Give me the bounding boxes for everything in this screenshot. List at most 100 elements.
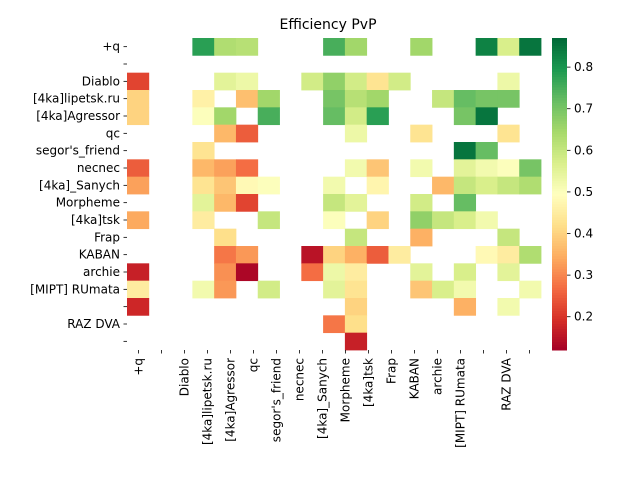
heatmap-cell [344,72,368,91]
heatmap-cell [453,298,477,316]
heatmap-cell [432,176,455,195]
colorbar-segment [552,168,567,172]
heatmap-cell [344,263,368,282]
colorbar-segment [552,157,567,161]
x-tick-label: [MIPT] RUmata [454,358,468,448]
colorbar-segment [552,269,567,273]
colorbar-segment [552,186,567,190]
heatmap-cell [410,228,433,247]
colorbar-segment [552,126,567,130]
colorbar-segment [552,318,567,322]
heatmap-cell [497,38,520,56]
heatmap-cell [323,315,346,334]
colorbar-segment [552,100,567,104]
heatmap-cell [366,107,389,126]
heatmap-cell [235,72,259,91]
heatmap-cell [127,263,150,282]
colorbar-segment [552,191,567,195]
heatmap-cell [366,72,389,91]
heatmap-cell [344,228,368,247]
colorbar-segment [552,272,567,276]
x-tick-label: [4ka]tsk [362,358,376,407]
colorbar-segment [552,274,567,278]
x-tick-label: qc [247,358,261,372]
heatmap-cell [519,159,542,178]
x-tick-label: KABAN [408,358,422,399]
heatmap-cell [519,280,542,299]
heatmap-cell [344,124,368,143]
heatmap-cell [453,280,477,299]
heatmap-cell [475,246,498,264]
colorbar-segment [552,201,567,205]
heatmap-cell [475,159,498,178]
colorbar-segment [552,181,567,185]
heatmap-cell [323,90,346,108]
x-tick-label: [4ka]lipetsk.ru [201,358,215,445]
colorbar-segment [552,214,567,218]
colorbar-segment [552,155,567,159]
colorbar-tick-label: 0.7 [574,102,593,116]
colorbar-segment [552,287,567,291]
colorbar-tick-label: 0.2 [574,310,593,324]
y-tick-label: [MIPT] RUmata [30,282,120,296]
heatmap-cell [453,263,477,282]
heatmap-cell [257,211,280,230]
heatmap-cell [388,246,411,264]
colorbar-segment [552,43,567,47]
colorbar-segment [552,79,567,83]
colorbar-tick-label: 0.4 [574,227,593,241]
heatmap-cell [475,211,498,230]
heatmap-cell [388,72,411,91]
colorbar-segment [552,56,567,60]
heatmap-cell [127,90,150,108]
heatmap-cell [127,159,150,178]
colorbar-segment [552,248,567,252]
colorbar-segment [552,173,567,177]
colorbar-segment [552,48,567,52]
x-tick-label: +q [132,358,146,376]
colorbar-segment [552,105,567,109]
colorbar-segment [552,313,567,317]
heatmap-cell [192,211,215,230]
colorbar-tick-label: 0.6 [574,143,593,157]
heatmap-cell [257,176,280,195]
colorbar-segment [552,264,567,268]
colorbar-segment [552,300,567,304]
heatmap-cell [214,246,237,264]
colorbar-segment [552,92,567,96]
colorbar-segment [552,149,567,153]
x-tick-label: necnec [293,358,307,401]
colorbar-tick-label: 0.3 [574,268,593,282]
heatmap-cell [344,280,368,299]
colorbar-segment [552,344,567,348]
heatmap-cell [344,90,368,108]
heatmap-cell [192,142,215,160]
heatmap-cell [235,90,259,108]
colorbar-segment [552,53,567,57]
heatmap-cell [192,194,215,212]
heatmap-cell [410,38,433,56]
colorbar-segment [552,175,567,179]
heatmap-cell [497,124,520,143]
colorbar-segment [552,347,567,351]
y-axis: +q Diablo [4ka]lipetsk.ru [4ka]Agressor qc se… [30,40,127,342]
colorbar-segment [552,69,567,73]
colorbar-segment [552,40,567,44]
colorbar-segment [552,259,567,263]
heatmap-cell [235,159,259,178]
colorbar-segment [552,261,567,265]
colorbar-segment [552,97,567,101]
heatmap-cell [192,280,215,299]
colorbar-segment [552,295,567,299]
colorbar-segment [552,316,567,320]
y-tick-label: [4ka]_Sanych [39,178,120,192]
colorbar-segment [552,51,567,55]
colorbar-segment [552,227,567,231]
heatmap-cell [323,211,346,230]
y-tick-label: KABAN [79,248,120,262]
heatmap-cell [323,72,346,91]
heatmap-cell [214,38,237,56]
colorbar-segment [552,243,567,247]
x-tick-label: segor's_friend [270,358,284,442]
heatmap-cell [235,246,259,264]
